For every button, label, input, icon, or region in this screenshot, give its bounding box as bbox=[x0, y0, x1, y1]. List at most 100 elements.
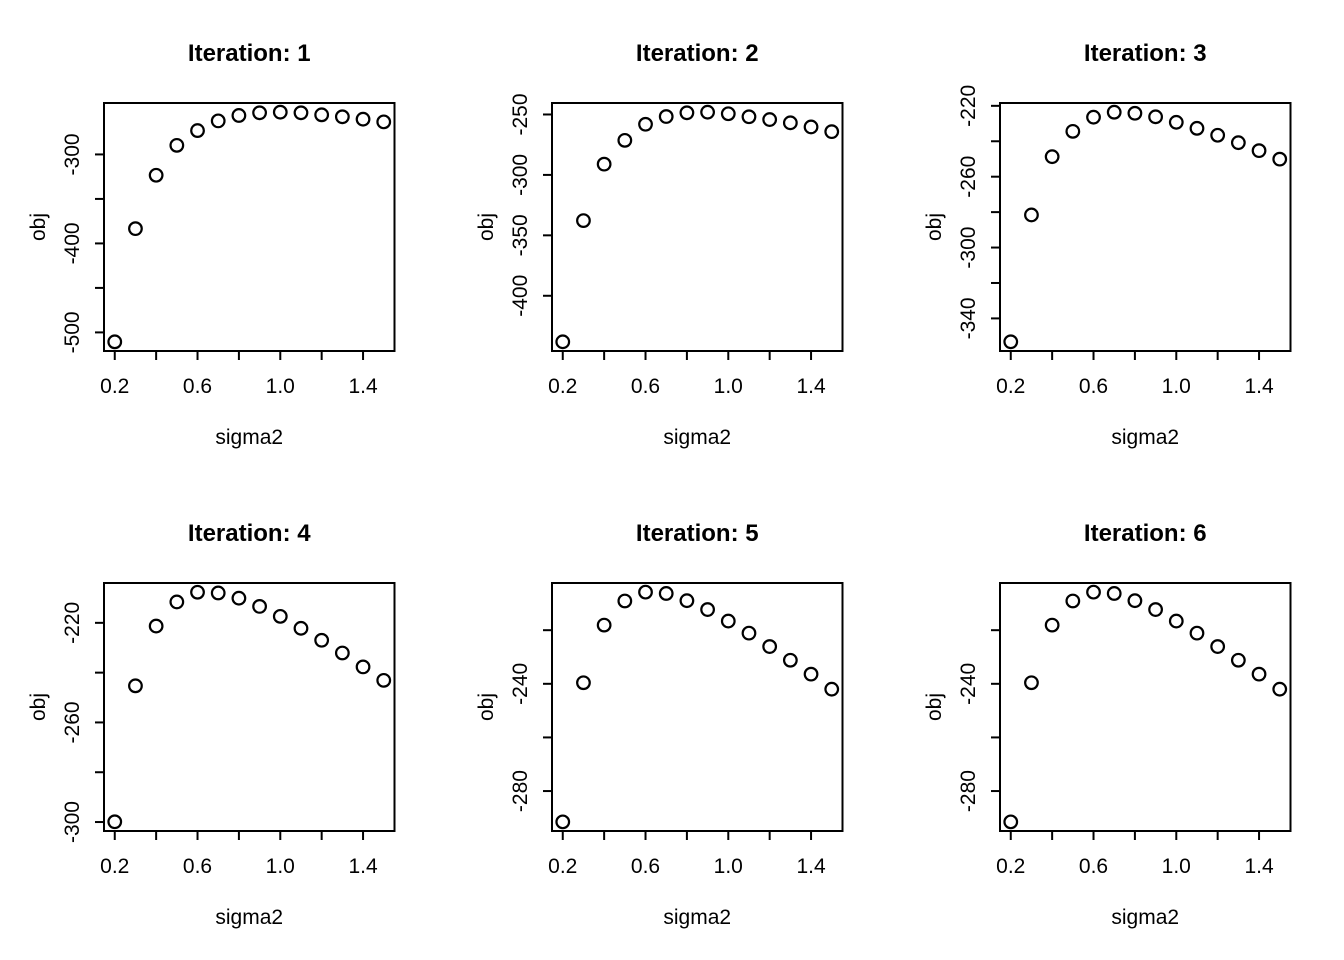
data-point bbox=[1003, 814, 1019, 830]
data-point bbox=[617, 132, 633, 148]
plot-box bbox=[103, 582, 396, 832]
data-point bbox=[1065, 593, 1081, 609]
scatter-panel-iteration-6: 0.2 0.6 1.0 1.4 -280 -240 Iteration: 6 sigma2 ob… bbox=[896, 480, 1344, 960]
scatter-panel-iteration-2: 0.2 0.6 1.0 1.4 -400 -350 -300 -250 Iteration: 2… bbox=[448, 0, 896, 480]
x-tick-label: 1.0 bbox=[1162, 855, 1191, 878]
data-point bbox=[1127, 105, 1143, 121]
y-tick-label: -400 bbox=[509, 275, 532, 317]
y-tick-label: -400 bbox=[61, 222, 84, 264]
data-point bbox=[596, 156, 612, 172]
plot-canvas: 0.2 0.6 1.0 1.4 -500 -400 -300 Iteration: 1 sigm… bbox=[27, 40, 396, 449]
y-tick-label: -260 bbox=[957, 156, 980, 198]
x-tick-label: 1.4 bbox=[348, 855, 378, 878]
data-point bbox=[355, 659, 371, 675]
data-point bbox=[658, 586, 674, 601]
data-point bbox=[762, 639, 778, 654]
y-tick-label: -240 bbox=[957, 663, 980, 705]
data-point bbox=[169, 594, 185, 610]
data-point bbox=[1251, 666, 1267, 682]
x-tick-label: 1.0 bbox=[266, 855, 295, 878]
y-tick-label: -280 bbox=[957, 770, 980, 812]
y-tick-label: -300 bbox=[61, 801, 84, 843]
y-tick-label: -280 bbox=[509, 770, 532, 812]
data-point bbox=[824, 124, 840, 140]
data-point bbox=[1168, 613, 1184, 629]
data-point bbox=[376, 672, 392, 688]
x-axis-label: sigma2 bbox=[215, 426, 283, 449]
y-axis-label: obj bbox=[27, 213, 50, 241]
data-point bbox=[107, 814, 123, 830]
data-point bbox=[638, 584, 653, 600]
y-tick-label: -220 bbox=[957, 85, 980, 127]
x-axis-label: sigma2 bbox=[663, 426, 731, 449]
x-tick-label: 0.6 bbox=[183, 375, 212, 398]
data-point bbox=[782, 115, 798, 131]
x-tick-label: 1.4 bbox=[796, 855, 826, 878]
scatter-panel-iteration-3: 0.2 0.6 1.0 1.4 -340 -300 -260 -220 Iteration: 3… bbox=[896, 0, 1344, 480]
y-tick-label: -300 bbox=[61, 133, 84, 175]
data-point bbox=[1148, 109, 1163, 125]
x-tick-label: 0.6 bbox=[631, 375, 660, 398]
x-axis-label: sigma2 bbox=[663, 906, 731, 929]
data-point bbox=[272, 104, 288, 120]
x-tick-label: 0.6 bbox=[1079, 855, 1108, 878]
x-axis-label: sigma2 bbox=[1111, 906, 1179, 929]
scatter-panel-iteration-5: 0.2 0.6 1.0 1.4 -280 -240 Iteration: 5 sigma2 ob… bbox=[448, 480, 896, 960]
data-point bbox=[1251, 143, 1267, 159]
data-point bbox=[1148, 602, 1163, 617]
data-point bbox=[741, 109, 757, 125]
data-point bbox=[658, 109, 674, 124]
plot-box bbox=[999, 582, 1292, 832]
plot-box bbox=[551, 102, 844, 352]
data-point bbox=[272, 608, 288, 624]
data-point bbox=[576, 213, 591, 228]
data-point bbox=[555, 334, 571, 350]
data-point bbox=[1272, 151, 1288, 167]
data-point bbox=[1189, 120, 1205, 136]
data-point bbox=[1106, 104, 1122, 120]
x-axis-label: sigma2 bbox=[215, 906, 283, 929]
x-tick-label: 0.2 bbox=[100, 375, 129, 398]
data-point bbox=[334, 109, 350, 125]
x-tick-label: 1.0 bbox=[266, 375, 295, 398]
data-point bbox=[700, 602, 715, 617]
data-point bbox=[190, 584, 205, 600]
data-point bbox=[169, 137, 185, 153]
panel-title: Iteration: 2 bbox=[636, 40, 759, 67]
data-point bbox=[293, 620, 309, 636]
y-axis-label: obj bbox=[923, 693, 946, 721]
panel-title: Iteration: 1 bbox=[188, 40, 311, 67]
y-tick-label: -240 bbox=[509, 663, 532, 705]
data-point bbox=[252, 599, 267, 614]
y-tick-label: -220 bbox=[61, 602, 84, 644]
data-point bbox=[376, 114, 392, 130]
data-point bbox=[1024, 207, 1039, 223]
data-point bbox=[1189, 625, 1205, 641]
data-point bbox=[1230, 652, 1246, 668]
data-point bbox=[803, 666, 819, 682]
data-point bbox=[700, 104, 715, 120]
x-tick-label: 1.4 bbox=[796, 375, 826, 398]
y-tick-label: -250 bbox=[509, 93, 532, 135]
data-point bbox=[1210, 127, 1226, 143]
x-tick-label: 0.2 bbox=[548, 375, 577, 398]
data-point bbox=[128, 678, 143, 694]
data-point bbox=[1065, 123, 1081, 139]
data-point bbox=[1044, 149, 1060, 165]
data-point bbox=[1272, 681, 1288, 697]
data-point bbox=[596, 617, 612, 633]
y-tick-label: -300 bbox=[509, 154, 532, 196]
data-point bbox=[679, 593, 695, 609]
x-tick-label: 1.4 bbox=[348, 375, 378, 398]
x-axis-label: sigma2 bbox=[1111, 426, 1179, 449]
panel-title: Iteration: 6 bbox=[1084, 520, 1207, 547]
x-tick-label: 1.0 bbox=[714, 855, 743, 878]
data-point bbox=[1024, 675, 1039, 691]
data-point bbox=[1168, 114, 1184, 130]
panel-title: Iteration: 5 bbox=[636, 520, 759, 547]
y-tick-label: -350 bbox=[509, 214, 532, 256]
data-point bbox=[555, 814, 571, 830]
data-point bbox=[1086, 109, 1101, 125]
y-axis-label: obj bbox=[27, 693, 50, 721]
